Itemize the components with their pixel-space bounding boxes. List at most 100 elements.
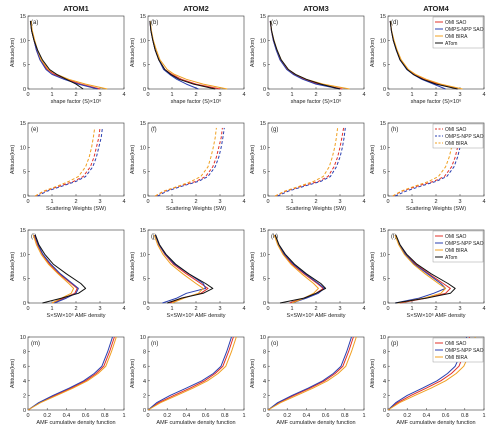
x-tick-label: 1	[122, 413, 125, 419]
panel-i: 0 1 2 3 4 0 5 10 15 S×SW×10⁶ AMF density Altitude(…	[10, 228, 126, 319]
panel-d: 0 1 2 3 4 0 5 10 15 shape factor (S)×10⁶ Altitude(…	[370, 14, 486, 105]
x-tick-label: 4	[242, 199, 245, 205]
panel-letter: (a)	[31, 20, 38, 26]
x-tick-label: 1	[170, 199, 173, 205]
x-tick-label: 4	[362, 92, 365, 98]
series-line-omps-npp-sao	[267, 336, 352, 411]
x-tick-label: 2	[434, 306, 437, 312]
axes-box	[267, 122, 365, 197]
x-tick-label: 0.2	[283, 413, 291, 419]
y-axis-label: Altitude(km)	[370, 145, 376, 175]
panel-letter: (g)	[271, 127, 278, 133]
column-title-atom2: ATOM2	[183, 4, 209, 13]
x-tick-label: 2	[434, 199, 437, 205]
x-axis-label: Scattering Weights (SW)	[166, 206, 226, 212]
y-tick-label: 0	[383, 194, 386, 200]
series-line-atom	[389, 20, 458, 90]
legend-entry: ATom	[445, 41, 457, 47]
y-tick-label: 10	[20, 335, 26, 341]
y-tick-label: 10	[140, 252, 146, 258]
y-axis-label: Altitude(km)	[250, 252, 256, 282]
x-tick-label: 3	[218, 92, 221, 98]
y-axis-label: Altitude(km)	[130, 38, 136, 68]
y-axis-label: Altitude(km)	[370, 252, 376, 282]
x-tick-label: 0	[146, 199, 149, 205]
x-tick-label: 0.6	[82, 413, 90, 419]
y-tick-label: 8	[383, 350, 386, 356]
y-tick-label: 5	[143, 63, 146, 69]
panel-letter: (e)	[31, 127, 38, 133]
x-axis-label: shape factor (S)×10⁶	[411, 98, 462, 105]
panel-g: 0 1 2 3 4 0 5 10 15 Scattering Weights (SW) Altitu…	[250, 121, 366, 212]
x-tick-label: 4	[482, 199, 485, 205]
panel-letter: (d)	[391, 20, 398, 26]
x-tick-label: 1	[170, 92, 173, 98]
panel-j: 0 1 2 3 4 0 5 10 15 S×SW×10⁶ AMF density Altitude(…	[130, 228, 246, 319]
y-tick-label: 5	[23, 277, 26, 283]
column-titles: ATOM1 ATOM2 ATOM3 ATOM4	[63, 4, 449, 13]
column-title-atom3: ATOM3	[303, 4, 329, 13]
legend-entry: OMI BIRA	[445, 355, 468, 361]
y-tick-label: 8	[143, 350, 146, 356]
x-axis-label: AMF cumulative density function	[396, 420, 475, 426]
legend-entry: OMPS-NPP SAO	[445, 27, 484, 33]
y-axis-label: Altitude(km)	[370, 38, 376, 68]
axes-box	[27, 15, 125, 90]
x-tick-label: 1	[242, 413, 245, 419]
x-tick-label: 1	[50, 199, 53, 205]
panel-letter: (n)	[151, 341, 158, 347]
x-tick-label: 1	[482, 413, 485, 419]
panel-b: 0 1 2 3 4 0 5 10 15 shape factor (S)×10⁶ Altitude(…	[130, 14, 246, 105]
y-axis-label: Altitude(km)	[10, 252, 16, 282]
x-tick-label: 4	[122, 306, 125, 312]
x-tick-label: 2	[74, 199, 77, 205]
y-tick-label: 15	[140, 121, 146, 127]
x-tick-label: 3	[458, 92, 461, 98]
x-tick-label: 0.4	[423, 413, 431, 419]
y-tick-label: 10	[260, 252, 266, 258]
x-tick-label: 1	[50, 306, 53, 312]
y-tick-label: 5	[263, 170, 266, 176]
column-title-atom4: ATOM4	[423, 4, 449, 13]
y-tick-label: 0	[263, 194, 266, 200]
y-tick-label: 2	[383, 393, 386, 399]
y-tick-label: 15	[20, 14, 26, 20]
y-axis-label: Altitude(km)	[130, 359, 136, 389]
series-line-atom	[34, 234, 87, 304]
legend-entry: OMPS-NPP SAO	[445, 134, 484, 140]
x-tick-label: 2	[194, 92, 197, 98]
x-tick-label: 2	[194, 306, 197, 312]
y-tick-label: 10	[380, 38, 386, 44]
y-tick-label: 0	[23, 408, 26, 414]
y-tick-label: 10	[260, 335, 266, 341]
x-tick-label: 3	[338, 306, 341, 312]
y-tick-label: 0	[383, 87, 386, 93]
x-axis-label: S×SW×10⁶ AMF density	[46, 312, 105, 319]
y-tick-label: 15	[20, 121, 26, 127]
x-tick-label: 3	[458, 306, 461, 312]
series-line-omi-bira	[394, 234, 447, 304]
series-line-omi-bira	[32, 234, 75, 304]
y-tick-label: 0	[23, 301, 26, 307]
axes-box	[147, 229, 245, 304]
panel-letter: (o)	[271, 341, 278, 347]
x-tick-label: 0.2	[403, 413, 411, 419]
x-tick-label: 0.6	[202, 413, 210, 419]
legend-entry: OMI BIRA	[445, 141, 468, 147]
y-tick-label: 0	[263, 408, 266, 414]
y-axis-label: Altitude(km)	[250, 145, 256, 175]
x-axis-label: S×SW×10⁶ AMF density	[166, 312, 225, 319]
y-tick-label: 0	[143, 87, 146, 93]
x-tick-label: 2	[314, 306, 317, 312]
y-axis-label: Altitude(km)	[10, 145, 16, 175]
x-tick-label: 4	[242, 92, 245, 98]
y-tick-label: 2	[263, 393, 266, 399]
series-line-omps-npp-sao	[157, 127, 225, 197]
x-tick-label: 1	[410, 306, 413, 312]
y-tick-label: 15	[380, 228, 386, 234]
x-tick-label: 1	[410, 199, 413, 205]
x-tick-label: 0.6	[442, 413, 450, 419]
series-line-atom	[155, 234, 214, 304]
